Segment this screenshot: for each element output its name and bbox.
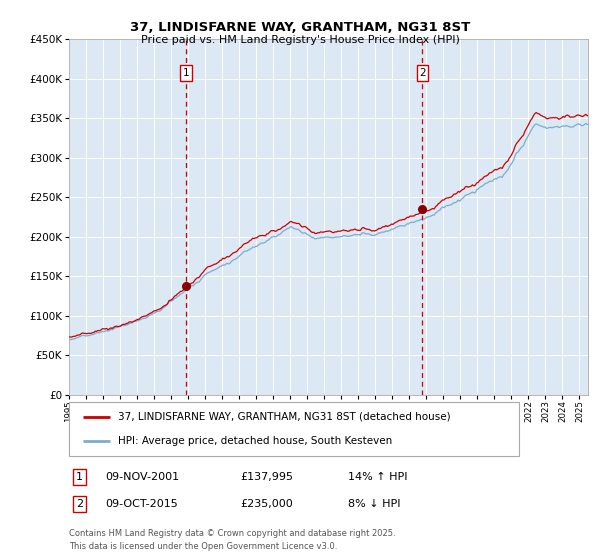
Text: This data is licensed under the Open Government Licence v3.0.: This data is licensed under the Open Gov… — [69, 542, 337, 551]
Text: 14% ↑ HPI: 14% ↑ HPI — [348, 472, 407, 482]
Text: 2: 2 — [419, 68, 426, 78]
Text: £137,995: £137,995 — [240, 472, 293, 482]
Text: 37, LINDISFARNE WAY, GRANTHAM, NG31 8ST: 37, LINDISFARNE WAY, GRANTHAM, NG31 8ST — [130, 21, 470, 34]
Text: 09-NOV-2001: 09-NOV-2001 — [105, 472, 179, 482]
Text: Contains HM Land Registry data © Crown copyright and database right 2025.: Contains HM Land Registry data © Crown c… — [69, 529, 395, 538]
Text: 2: 2 — [76, 499, 83, 509]
Text: £235,000: £235,000 — [240, 499, 293, 509]
Text: 09-OCT-2015: 09-OCT-2015 — [105, 499, 178, 509]
Text: 8% ↓ HPI: 8% ↓ HPI — [348, 499, 401, 509]
Text: 1: 1 — [182, 68, 189, 78]
Text: 37, LINDISFARNE WAY, GRANTHAM, NG31 8ST (detached house): 37, LINDISFARNE WAY, GRANTHAM, NG31 8ST … — [119, 412, 451, 422]
Text: 1: 1 — [76, 472, 83, 482]
Text: Price paid vs. HM Land Registry's House Price Index (HPI): Price paid vs. HM Land Registry's House … — [140, 35, 460, 45]
Text: HPI: Average price, detached house, South Kesteven: HPI: Average price, detached house, Sout… — [119, 436, 393, 446]
